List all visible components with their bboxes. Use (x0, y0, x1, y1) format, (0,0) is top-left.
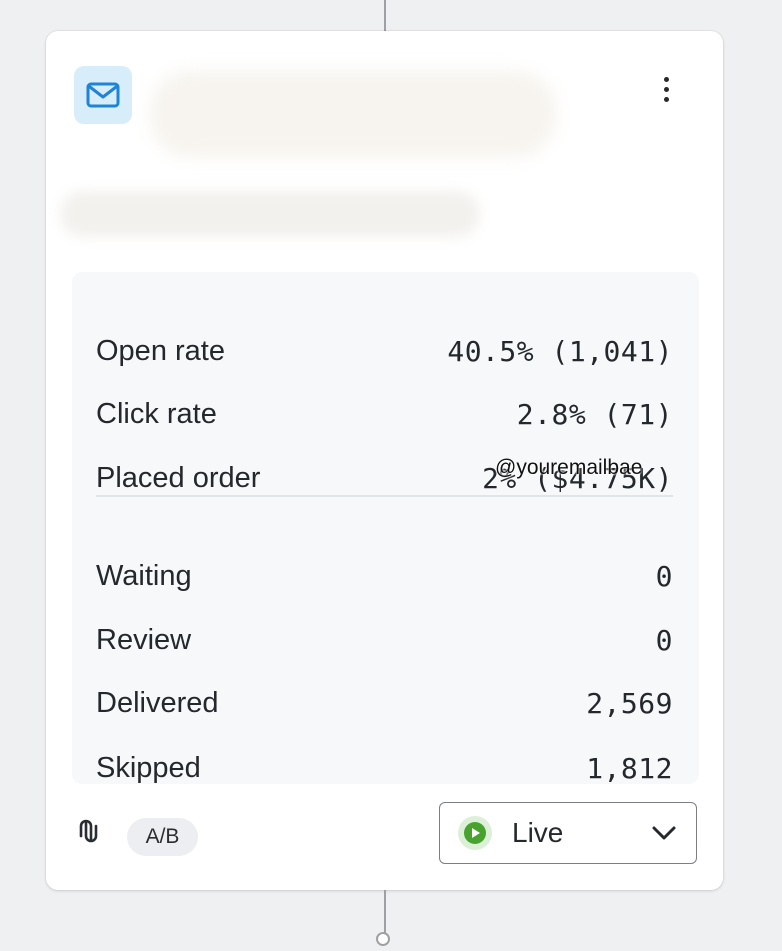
play-circle-icon (458, 816, 492, 850)
add-step-node[interactable] (376, 932, 390, 946)
stat-label: Placed order (96, 461, 261, 494)
flow-connector-top (384, 0, 386, 31)
stat-label: Review (96, 623, 192, 656)
more-vertical-icon (663, 76, 669, 82)
stat-label: Delivered (96, 686, 219, 719)
status-dropdown[interactable]: Live (439, 802, 697, 864)
stat-row-delivered: Delivered 2,569 (96, 683, 673, 723)
redacted-step-subtitle (60, 191, 480, 237)
stat-value: 2,569 (586, 686, 673, 720)
more-vertical-icon (663, 96, 669, 102)
stat-value: 2% ($4.75K) (482, 461, 673, 495)
stats-divider (96, 495, 673, 497)
stat-value: 0 (655, 623, 673, 657)
stat-label: Click rate (96, 397, 217, 430)
flow-connector-bottom (384, 890, 386, 934)
more-options-button[interactable] (652, 69, 680, 109)
stat-value: 1,812 (586, 751, 673, 785)
email-badge (74, 66, 132, 124)
stat-row-open-rate: Open rate 40.5% (1,041) (96, 331, 673, 371)
status-label: Live (512, 817, 564, 848)
link-icon[interactable] (74, 814, 108, 848)
stat-row-skipped: Skipped 1,812 (96, 748, 673, 788)
redacted-step-title (150, 71, 556, 157)
stat-label: Waiting (96, 559, 192, 592)
ab-test-badge[interactable]: A/B (127, 818, 198, 856)
stat-row-waiting: Waiting 0 (96, 556, 673, 596)
stat-label: Open rate (96, 334, 225, 367)
email-step-card[interactable]: Open rate 40.5% (1,041) Click rate 2.8% … (46, 31, 723, 890)
stat-value: 0 (655, 559, 673, 593)
chevron-down-icon (652, 826, 676, 840)
stat-label: Skipped (96, 751, 201, 784)
stat-value: 40.5% (1,041) (447, 334, 673, 368)
stats-panel: Open rate 40.5% (1,041) Click rate 2.8% … (72, 272, 699, 785)
stat-row-placed-order: Placed order 2% ($4.75K) (96, 458, 673, 498)
stat-row-review: Review 0 (96, 620, 673, 660)
stat-value: 2.8% (71) (516, 397, 673, 431)
mail-icon (86, 82, 120, 108)
watermark-text: @youremailbae (495, 456, 643, 479)
more-vertical-icon (663, 86, 669, 92)
stat-row-click-rate: Click rate 2.8% (71) (96, 394, 673, 434)
